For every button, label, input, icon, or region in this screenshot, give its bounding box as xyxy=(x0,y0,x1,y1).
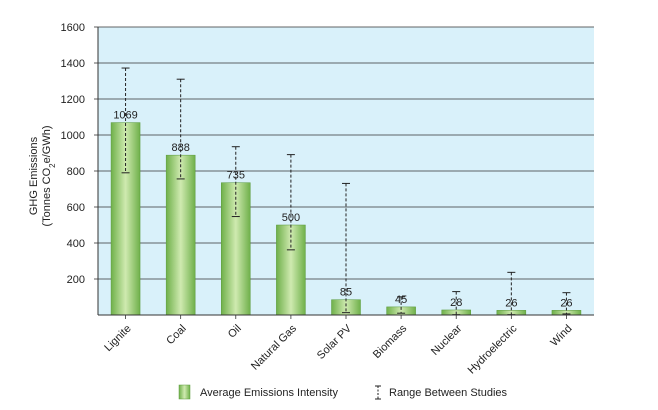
bar-coal xyxy=(165,154,196,316)
data-label: 735 xyxy=(227,170,245,182)
legend-bar-label: Average Emissions Intensity xyxy=(200,387,338,399)
data-label: 45 xyxy=(395,294,407,306)
y-tick-label: 1200 xyxy=(61,94,85,106)
category-label: Natural Gas xyxy=(249,322,299,372)
data-label: 888 xyxy=(171,142,189,154)
category-label: Biomass xyxy=(371,322,410,361)
category-label: Wind xyxy=(548,323,574,349)
legend-bar-swatch xyxy=(178,384,191,400)
data-label: 28 xyxy=(450,297,462,309)
y-tick-label: 1000 xyxy=(61,130,85,142)
bar-oil xyxy=(221,182,251,316)
y-tick-label: 1600 xyxy=(61,22,85,34)
y-axis-ticks: 200 400 600 800 1000 1200 1400 1600 xyxy=(61,22,98,286)
range-bar xyxy=(231,146,240,218)
category-labels: Lignite Coal Oil Natural Gas Solar PV Biomass… xyxy=(102,315,575,377)
legend-range-icon xyxy=(375,385,381,400)
bar-natural-gas xyxy=(276,224,306,316)
y-tick-label: 800 xyxy=(67,166,85,178)
bar-lignite xyxy=(110,122,141,316)
range-bars xyxy=(121,67,571,316)
y-axis-label-line1: GHG Emissions xyxy=(28,136,40,215)
category-label: Nuclear xyxy=(429,322,465,358)
range-bar xyxy=(562,292,571,315)
y-tick-label: 1400 xyxy=(61,58,85,70)
category-label: Hydroelectric xyxy=(466,322,520,376)
category-label: Solar PV xyxy=(315,322,355,362)
category-label: Coal xyxy=(164,323,188,347)
range-bar xyxy=(342,182,350,314)
data-label: 26 xyxy=(560,297,572,309)
y-tick-label: 600 xyxy=(67,202,85,214)
range-bar xyxy=(397,296,406,314)
data-label: 85 xyxy=(340,287,352,299)
data-labels: 1069 888 735 500 85 45 28 26 26 xyxy=(113,110,572,310)
y-tick-label: 200 xyxy=(67,274,85,286)
y-tick-label: 400 xyxy=(67,238,85,250)
data-label: 26 xyxy=(505,297,517,309)
range-bar xyxy=(121,67,130,174)
data-label: 500 xyxy=(282,212,300,224)
range-bar xyxy=(176,78,185,180)
legend: Average Emissions Intensity Range Betwee… xyxy=(178,384,508,400)
category-label: Lignite xyxy=(102,323,133,354)
legend-range-label: Range Between Studies xyxy=(389,387,508,399)
data-label: 1069 xyxy=(113,110,137,122)
y-axis-label-line2: (Tonnes CO2e/GWh) xyxy=(41,125,57,226)
category-label: Oil xyxy=(226,323,244,341)
range-bar xyxy=(286,154,295,251)
